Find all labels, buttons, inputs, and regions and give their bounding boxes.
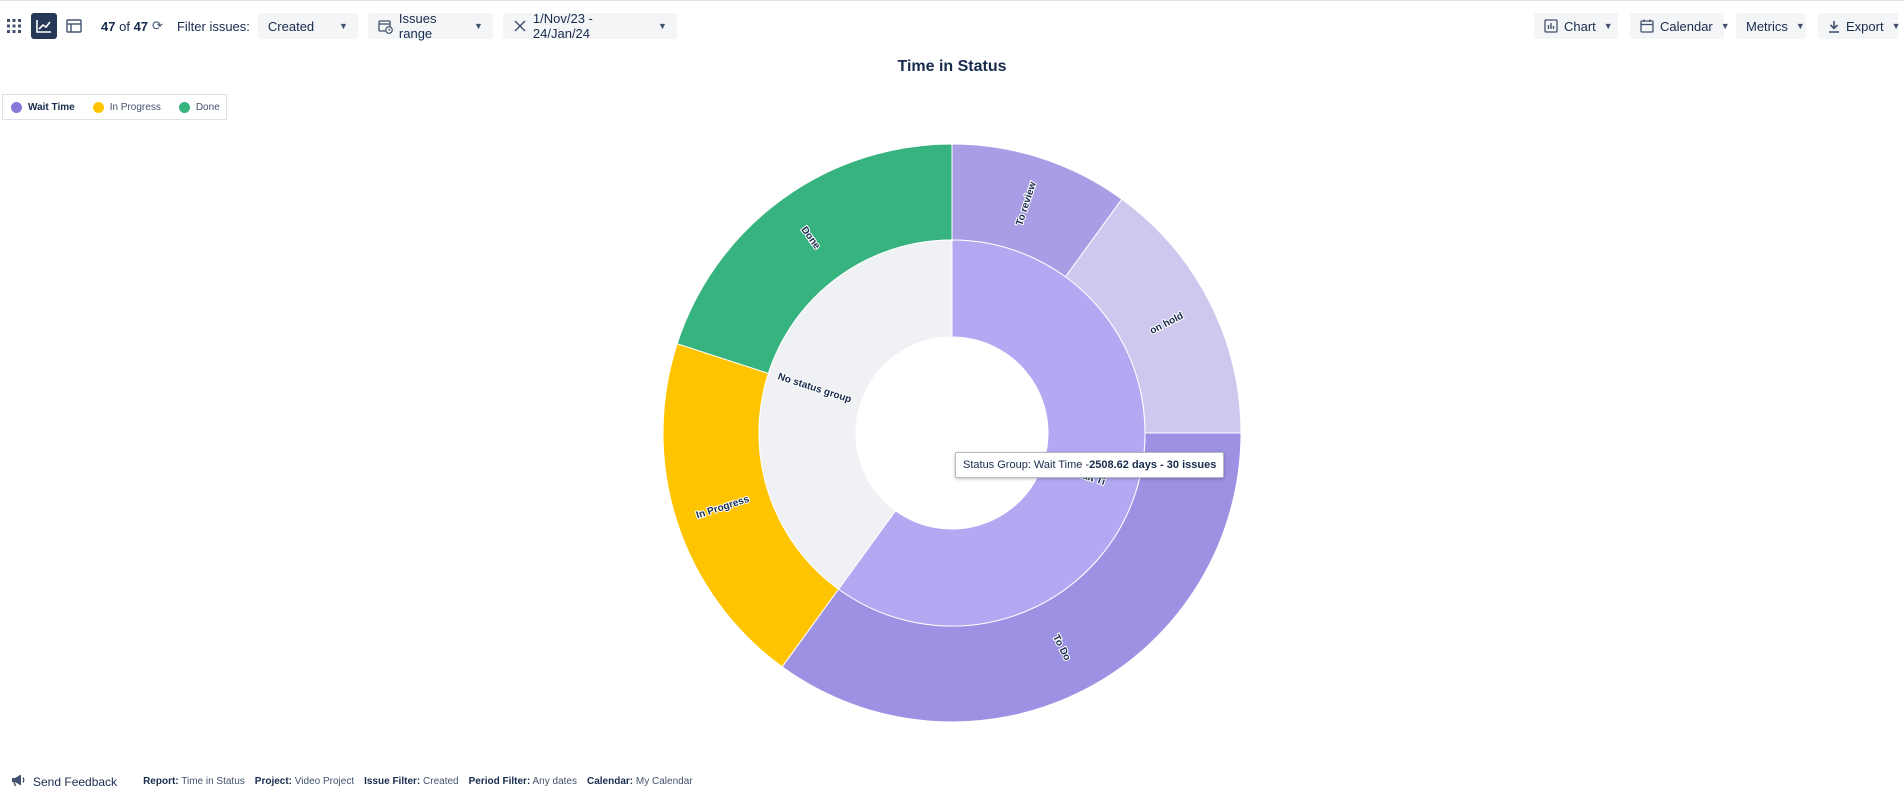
top-border	[0, 0, 1904, 1]
download-icon	[1828, 20, 1840, 33]
inner-slice-wait-time[interactable]	[837, 239, 1146, 627]
metrics-dropdown[interactable]: Metrics ▼	[1736, 13, 1806, 39]
footer: Send Feedback Report: Time in Status Pro…	[10, 773, 703, 790]
calendar-dropdown[interactable]: Calendar ▼	[1630, 13, 1730, 39]
legend-dot	[92, 101, 104, 113]
tooltip-prefix: Status Group: Wait Time -	[963, 459, 1090, 471]
inner-slice-no-status-group[interactable]	[758, 239, 953, 590]
legend-label: Done	[195, 101, 220, 113]
footer-period-filter: Period Filter: Any dates	[468, 776, 577, 787]
filter-select[interactable]: Created ▼	[257, 13, 358, 39]
chevron-down-icon: ▼	[657, 21, 667, 31]
legend-item-wait-time[interactable]: Wait Time	[11, 101, 75, 113]
metrics-dropdown-label: Metrics	[1746, 18, 1788, 34]
footer-project: Project: Video Project	[254, 776, 355, 787]
legend-dot	[11, 101, 22, 113]
legend-label: In Progress	[109, 101, 161, 113]
chevron-down-icon: ▼	[1795, 21, 1805, 31]
bar-chart-icon	[1544, 19, 1558, 33]
calendar-icon	[1640, 19, 1654, 33]
filter-select-value: Created	[267, 18, 315, 34]
megaphone-icon	[10, 773, 26, 790]
tools-icon	[513, 19, 527, 33]
table-view-icon[interactable]	[61, 13, 87, 39]
issues-range-dropdown[interactable]: Issues range ▼	[367, 11, 493, 41]
chart-title: Time in Status	[897, 58, 1007, 75]
chevron-down-icon: ▼	[1891, 21, 1901, 31]
filter-label: Filter issues:	[176, 18, 250, 34]
chart-dropdown[interactable]: Chart ▼	[1534, 13, 1618, 39]
send-feedback-button[interactable]: Send Feedback	[10, 773, 117, 790]
export-dropdown[interactable]: Export ▼	[1818, 13, 1901, 39]
footer-calendar: Calendar: My Calendar	[587, 776, 693, 787]
toolbar: 47 of 47 ⟳ Filter issues: Created ▼ Issu…	[0, 11, 1904, 41]
legend-item-done[interactable]: Done	[178, 101, 220, 113]
chevron-down-icon: ▼	[1720, 21, 1730, 31]
date-range-dropdown[interactable]: 1/Nov/23 - 24/Jan/24 ▼	[502, 11, 677, 41]
footer-issue-filter: Issue Filter: Created	[364, 776, 459, 787]
chart-view-icon[interactable]	[31, 13, 57, 39]
chevron-down-icon: ▼	[473, 21, 483, 31]
chart-dropdown-label: Chart	[1564, 18, 1596, 34]
legend-item-in-progress[interactable]: In Progress	[92, 101, 161, 113]
chart-legend: Wait Time In Progress Done	[2, 94, 227, 120]
calendar-dropdown-label: Calendar	[1660, 18, 1713, 34]
toolbar-right: Chart ▼ Calendar ▼ Metrics ▼ Export ▼	[1534, 12, 1904, 40]
legend-dot	[178, 101, 190, 113]
grid-view-icon[interactable]	[1, 13, 27, 39]
chevron-down-icon: ▼	[1603, 21, 1613, 31]
calendar-clock-icon	[378, 19, 393, 34]
tooltip-value: 2508.62 days - 30 issues	[1089, 459, 1217, 471]
refresh-icon[interactable]: ⟳	[152, 18, 163, 33]
issues-range-label: Issues range	[398, 11, 437, 41]
chevron-down-icon: ▼	[338, 21, 348, 31]
footer-report: Report: Time in Status	[143, 776, 245, 787]
export-dropdown-label: Export	[1846, 18, 1884, 34]
send-feedback-label: Send Feedback	[33, 774, 118, 789]
date-range-value: 1/Nov/23 - 24/Jan/24	[532, 11, 593, 41]
legend-label: Wait Time	[28, 101, 75, 113]
issue-count: 47 of 47	[101, 18, 149, 34]
toolbar-left: 47 of 47 ⟳ Filter issues: Created ▼ Issu…	[0, 11, 677, 41]
chart-tooltip: Status Group: Wait Time - 2508.62 days -…	[955, 452, 1225, 478]
